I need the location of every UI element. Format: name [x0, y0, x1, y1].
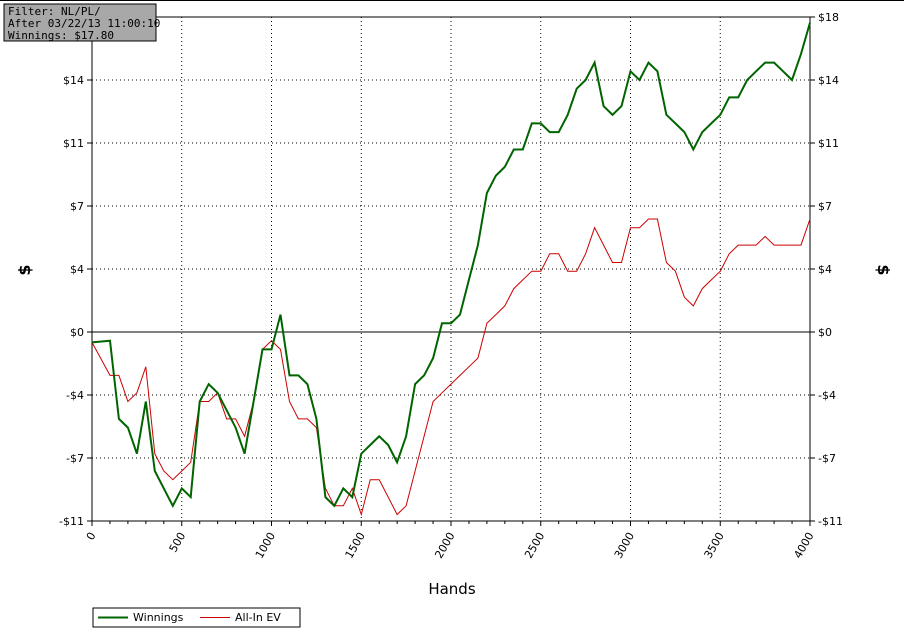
plot-frame: [91, 16, 811, 522]
y2-tick-label: $18: [818, 11, 839, 24]
x-tick-label: 3500: [702, 530, 727, 561]
x-tick-label: 1500: [343, 530, 368, 561]
y-tick-label: $0: [70, 326, 84, 339]
y-tick-label: $7: [70, 200, 84, 213]
filter-line: Filter: NL/PL/: [8, 5, 101, 18]
x-tick-label: 2000: [432, 530, 457, 561]
y2-axis-label: $: [874, 264, 893, 275]
y-tick-label: -$4: [66, 389, 84, 402]
x-tick-label: 0: [84, 530, 99, 543]
plot-area: -$11 -$11 -$7 -$7 -$4 -$4 $0 $0 $4 $4 $7 $7 $11 $11 $1…: [59, 11, 843, 561]
y-tick-label: $14: [63, 74, 84, 87]
filter-background: [3, 3, 157, 42]
x-tick-label: 500: [167, 530, 189, 555]
series-line: [91, 22, 811, 508]
x-tick-label: 1000: [253, 530, 278, 561]
legend-box: [92, 607, 301, 628]
x-tick-label: 4000: [791, 530, 816, 561]
series-line: [91, 218, 811, 517]
legend-label: All-In EV: [235, 611, 281, 624]
y2-tick-label: -$4: [818, 389, 836, 402]
y-tick-label: -$7: [66, 452, 84, 465]
y2-tick-label: $0: [818, 326, 832, 339]
y2-tick-label: -$7: [818, 452, 836, 465]
y2-tick-label: $4: [818, 263, 832, 276]
y-tick-label: -$11: [59, 515, 84, 528]
legend-label: Winnings: [133, 611, 184, 624]
y2-tick-label: -$11: [818, 515, 843, 528]
filter-line: After 03/22/13 11:00:10: [8, 17, 160, 30]
x-tick-label: 3000: [612, 530, 637, 561]
filter-box: Filter: NL/PL/ After 03/22/13 11:00:10 W…: [3, 3, 160, 42]
y2-tick-label: $14: [818, 74, 839, 87]
x-axis-label: Hands: [428, 580, 475, 598]
y-tick-label: $11: [63, 137, 84, 150]
legend: Winnings All-In EV: [92, 607, 301, 628]
y-axis-label: $: [15, 264, 34, 275]
y-tick-label: $4: [70, 263, 84, 276]
y2-tick-label: $7: [818, 200, 832, 213]
y2-tick-label: $11: [818, 137, 839, 150]
filter-line: Winnings: $17.80: [8, 29, 114, 42]
x-tick-label: 2500: [522, 530, 547, 561]
